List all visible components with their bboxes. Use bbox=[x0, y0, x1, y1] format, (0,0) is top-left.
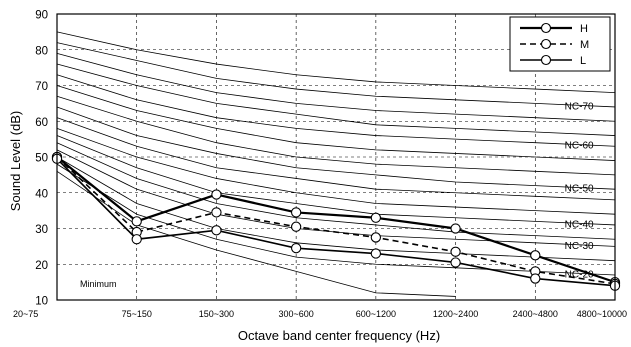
data-point-L bbox=[370, 248, 382, 259]
y-axis-title: Sound Level (dB) bbox=[8, 111, 23, 211]
y-tick-label: 50 bbox=[35, 153, 48, 165]
nc-curve bbox=[56, 117, 616, 201]
y-tick-label: 40 bbox=[35, 188, 48, 200]
nc-curve-label: NC-30 bbox=[565, 241, 594, 252]
y-tick-label: 70 bbox=[35, 81, 48, 93]
x-tick-label: 1200~2400 bbox=[433, 309, 478, 319]
nc-curve bbox=[56, 42, 616, 108]
legend-marker-H bbox=[540, 22, 552, 34]
x-tick-label: 20~75 bbox=[13, 309, 38, 319]
data-series bbox=[51, 151, 621, 291]
data-point-H bbox=[530, 250, 541, 261]
nc-curve-label: NC-50 bbox=[565, 184, 594, 195]
x-axis-ticks: 20~75 75~150 150~300 300~600 600~1200 1200~24… bbox=[13, 309, 627, 319]
y-tick-label: 10 bbox=[35, 296, 48, 308]
y-axis-ticks: 10 20 30 40 50 60 70 80 90 bbox=[35, 10, 48, 308]
data-point-H bbox=[450, 223, 461, 234]
x-tick-label: 600~1200 bbox=[356, 309, 396, 319]
nc-curve-label: NC-70 bbox=[565, 101, 594, 112]
data-point-L bbox=[450, 257, 461, 268]
data-point-M bbox=[370, 232, 382, 243]
series-line-L bbox=[56, 158, 616, 287]
data-point-L bbox=[530, 273, 541, 284]
x-tick-label: 150~300 bbox=[199, 309, 234, 319]
nc-curve bbox=[56, 63, 616, 136]
legend-marker-M bbox=[540, 38, 552, 50]
legend-label-M: M bbox=[580, 39, 589, 51]
nc-curve bbox=[56, 52, 616, 122]
data-point-H bbox=[290, 207, 302, 218]
data-point-L bbox=[290, 243, 302, 254]
plot-frame bbox=[56, 13, 616, 301]
nc-curve-label: NC-60 bbox=[565, 141, 594, 152]
nc-curve bbox=[56, 170, 456, 297]
nc-curve bbox=[56, 106, 616, 190]
nc-curve-label: NC-40 bbox=[565, 219, 594, 230]
y-tick-label: 80 bbox=[35, 45, 48, 57]
data-point-L bbox=[131, 234, 142, 245]
nc-curve bbox=[56, 31, 616, 94]
legend-label-L: L bbox=[580, 55, 586, 67]
nc-curve-label: NC-20 bbox=[565, 269, 594, 280]
nc-curve bbox=[56, 74, 616, 147]
legend: HML bbox=[509, 16, 611, 72]
legend-label-H: H bbox=[580, 23, 588, 35]
data-point-M bbox=[290, 221, 302, 232]
y-tick-label: 20 bbox=[35, 260, 48, 272]
nc-curve bbox=[56, 135, 616, 226]
series-line-M bbox=[56, 156, 616, 285]
series-line-H bbox=[56, 156, 616, 284]
nc-curve bbox=[56, 85, 616, 161]
minimum-annotation: Minimum bbox=[80, 279, 117, 289]
x-tick-label: 300~600 bbox=[278, 309, 313, 319]
nc-curve bbox=[56, 95, 616, 176]
y-tick-label: 90 bbox=[35, 10, 48, 22]
y-tick-label: 60 bbox=[35, 117, 48, 129]
nc-curve bbox=[56, 128, 616, 215]
nc-curve bbox=[56, 142, 616, 240]
legend-marker-L bbox=[540, 54, 552, 66]
x-tick-label: 75~150 bbox=[122, 309, 152, 319]
x-tick-label: 2400~4800 bbox=[513, 309, 558, 319]
data-point-H bbox=[211, 189, 222, 200]
data-point-H bbox=[131, 216, 142, 227]
nc-curve bbox=[56, 163, 616, 276]
y-tick-label: 30 bbox=[35, 224, 48, 236]
data-point-M bbox=[450, 246, 461, 257]
data-point-M bbox=[211, 207, 222, 218]
x-tick-label: 4800~10000 bbox=[577, 309, 627, 319]
data-point-L bbox=[211, 225, 222, 236]
data-point-H bbox=[370, 212, 382, 223]
x-axis-title: Octave band center frequency (Hz) bbox=[238, 328, 440, 343]
nc-curve bbox=[56, 156, 616, 262]
